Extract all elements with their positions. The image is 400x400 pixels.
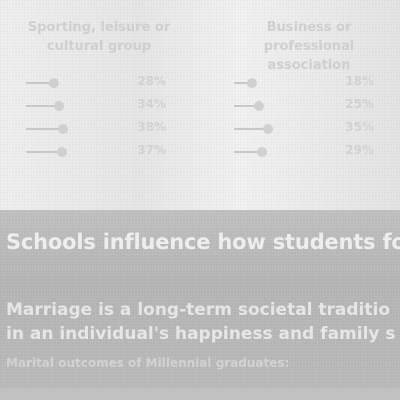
metric-row: 35%: [234, 118, 384, 141]
metric-bar: [234, 82, 251, 84]
metric-bar: [26, 82, 53, 84]
metric-row: 28%: [26, 72, 176, 95]
group-left-header: Sporting, leisure or cultural group: [14, 18, 184, 56]
metric-bar: [234, 128, 267, 130]
metric-dot: [58, 124, 68, 134]
paragraph-line: Marriage is a long-term societal traditi…: [6, 300, 391, 320]
metric-dot: [54, 101, 64, 111]
metric-row: 18%: [234, 72, 384, 95]
group-right-header: Business or professional association: [224, 18, 394, 75]
group-left-rows: 28% 34% 38% 37%: [26, 72, 176, 164]
metric-row: 38%: [26, 118, 176, 141]
metric-value: 29%: [345, 143, 374, 157]
metric-value: 28%: [137, 74, 166, 88]
metric-dot: [254, 101, 264, 111]
chart-caption: Marital outcomes of Millennial graduates…: [6, 356, 290, 370]
metric-value: 34%: [137, 97, 166, 111]
metric-dot: [49, 78, 59, 88]
metric-dot: [57, 147, 67, 157]
metric-dot: [257, 147, 267, 157]
metric-dot: [263, 124, 273, 134]
metric-bar: [234, 105, 258, 107]
metric-value: 18%: [345, 74, 374, 88]
metric-bar: [26, 151, 61, 153]
metric-dot: [247, 78, 257, 88]
metric-row: 37%: [26, 141, 176, 164]
metric-value: 25%: [345, 97, 374, 111]
metric-bar: [234, 151, 261, 153]
metric-row: 25%: [234, 95, 384, 118]
section-paragraph: Marriage is a long-term societal traditi…: [6, 298, 400, 346]
group-right-rows: 18% 25% 35% 29%: [234, 72, 384, 164]
paragraph-line: in an individual's happiness and family …: [6, 324, 396, 344]
metric-value: 37%: [137, 143, 166, 157]
metric-value: 35%: [345, 120, 374, 134]
metric-bar: [26, 128, 62, 130]
section-headline: Schools influence how students for: [6, 230, 400, 254]
top-background: [0, 0, 400, 210]
metric-row: 29%: [234, 141, 384, 164]
bottom-background: [0, 210, 400, 400]
metric-bar: [26, 105, 58, 107]
group-right-title: Business or professional association: [263, 20, 355, 73]
metric-value: 38%: [137, 120, 166, 134]
metric-row: 34%: [26, 95, 176, 118]
bottom-strip: [0, 388, 400, 400]
group-left-title: Sporting, leisure or cultural group: [27, 20, 171, 54]
